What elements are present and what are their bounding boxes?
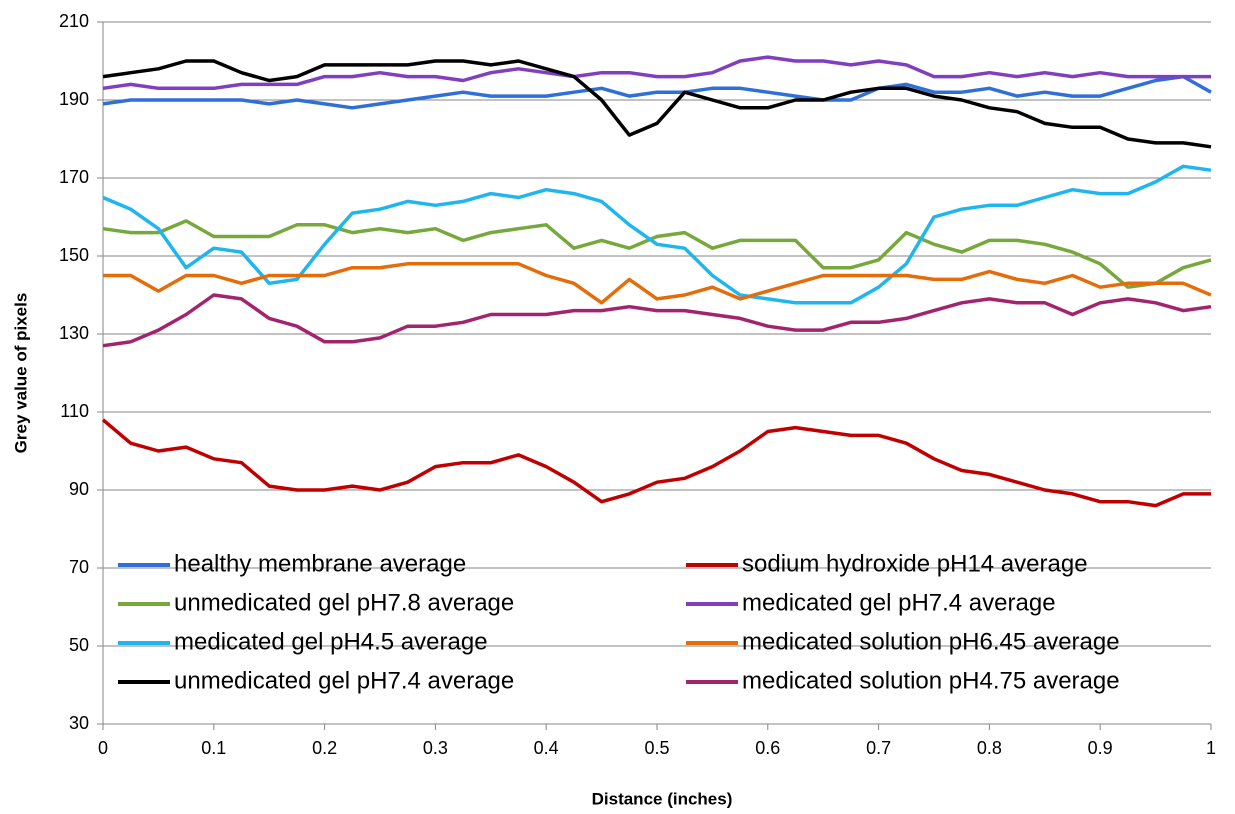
series-line [102, 55, 1211, 91]
series-line [102, 219, 1212, 289]
x-tick-label: 0.7 [866, 738, 891, 758]
y-tick-label: 190 [59, 89, 89, 109]
legend-text: medicated solution pH4.75 average [742, 667, 1120, 694]
y-axis-title: Grey value of pixels [11, 293, 30, 454]
x-tick-label: 0 [98, 738, 108, 758]
x-tick-label: 0.9 [1088, 738, 1113, 758]
y-tick-label: 70 [69, 557, 89, 577]
x-tick-label: 1 [1206, 738, 1216, 758]
y-tick-label: 30 [69, 713, 89, 733]
x-tick-label: 0.1 [201, 738, 226, 758]
y-tick-label: 150 [59, 245, 89, 265]
legend-text: unmedicated gel pH7.8 average [174, 589, 514, 616]
x-tick-label: 0.5 [644, 738, 669, 758]
series-line [102, 59, 1212, 149]
y-tick-label: 110 [60, 401, 89, 421]
x-tick-label: 0.3 [423, 738, 448, 758]
y-tick-label: 130 [59, 323, 89, 343]
series-line [102, 164, 1212, 305]
x-axis-title: Distance (inches) [592, 789, 733, 808]
legend-text: medicated solution pH6.45 average [742, 628, 1120, 655]
legend-text: unmedicated gel pH7.4 average [174, 667, 514, 694]
y-tick-label: 90 [69, 479, 89, 499]
legend-text: medicated gel pH4.5 average [174, 628, 488, 655]
series-line [103, 262, 1212, 305]
series-line [102, 74, 1212, 110]
legend-text: sodium hydroxide pH14 average [742, 550, 1088, 577]
series-line [101, 418, 1211, 508]
x-tick-label: 0.8 [977, 738, 1002, 758]
x-tick-label: 0.2 [312, 738, 337, 758]
y-tick-label: 170 [59, 167, 89, 187]
x-tick-label: 0.6 [755, 738, 780, 758]
legend-text: medicated gel pH7.4 average [742, 589, 1056, 616]
legend-text: healthy membrane average [174, 550, 466, 577]
x-tick-label: 0.4 [534, 738, 559, 758]
y-tick-label: 210 [59, 11, 89, 31]
series-line [102, 293, 1212, 348]
y-tick-label: 50 [69, 635, 89, 655]
